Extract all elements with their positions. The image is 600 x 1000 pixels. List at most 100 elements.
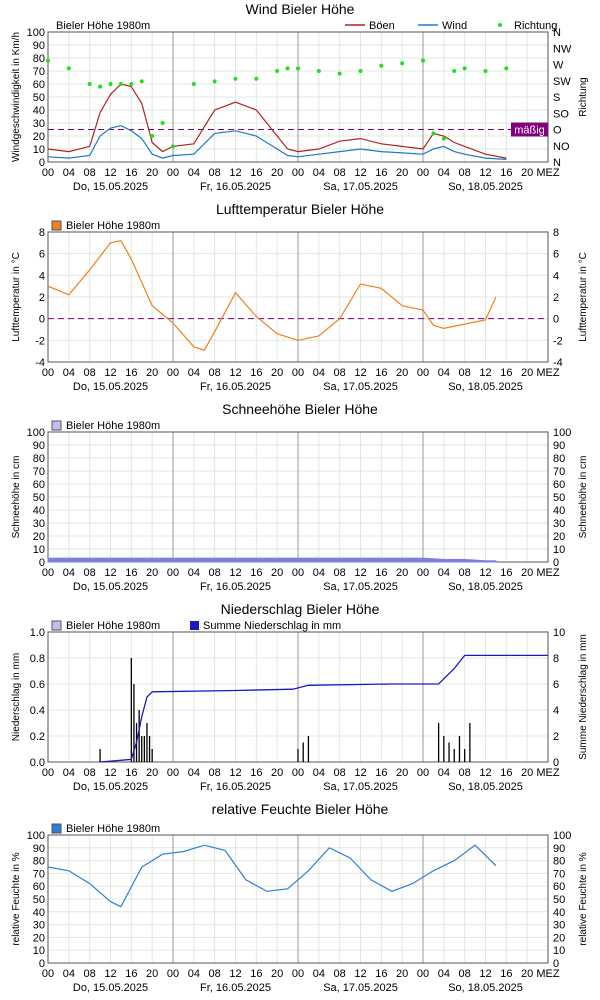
legend-swatch bbox=[51, 420, 62, 431]
y-tick-label-right: 80 bbox=[553, 453, 565, 465]
y-tick-label: 70 bbox=[33, 868, 45, 880]
y-tick-label: 50 bbox=[33, 894, 45, 906]
day-label: So, 18.05.2025 bbox=[448, 181, 523, 193]
y-tick-label-right: 2 bbox=[553, 292, 559, 304]
y-axis-label: Niederschlag in mm bbox=[11, 653, 22, 741]
y-tick-label: 30 bbox=[33, 118, 45, 130]
x-tick-label: 20 bbox=[271, 367, 283, 379]
x-tick-label: 00 bbox=[167, 767, 179, 779]
y-tick-label-right: 10 bbox=[553, 945, 565, 957]
x-tick-label: 08 bbox=[84, 367, 96, 379]
x-tick-label: 12 bbox=[229, 367, 241, 379]
y-tick-label: 0.6 bbox=[30, 679, 45, 691]
y-tick-label-right: 6 bbox=[553, 679, 559, 691]
legend-swatch bbox=[498, 23, 502, 27]
day-label: So, 18.05.2025 bbox=[448, 781, 523, 793]
y-axis-label-right: Richtung bbox=[578, 77, 589, 116]
y-tick-label-right: 50 bbox=[553, 492, 565, 504]
y-tick-label-right: 0 bbox=[553, 757, 559, 769]
x-tick-label: 20 bbox=[271, 567, 283, 579]
y-tick-label: 10 bbox=[33, 945, 45, 957]
y-tick-label: 80 bbox=[33, 53, 45, 65]
x-tick-label: 20 bbox=[521, 968, 533, 980]
x-tick-label: 16 bbox=[250, 567, 262, 579]
x-tick-label: 12 bbox=[229, 567, 241, 579]
x-tick-label: 04 bbox=[63, 367, 75, 379]
day-label: Do, 15.05.2025 bbox=[73, 781, 148, 793]
x-tick-label: 00 bbox=[417, 567, 429, 579]
direction-point bbox=[150, 134, 155, 138]
day-label: Sa, 17.05.2025 bbox=[323, 581, 398, 593]
y-axis-label-right: Summe Niederschlag in mm bbox=[578, 634, 589, 760]
x-tick-label: 00 bbox=[292, 167, 304, 179]
x-tick-label: 00 bbox=[292, 968, 304, 980]
x-tick-label: 04 bbox=[313, 167, 325, 179]
x-tick-label: 16 bbox=[500, 567, 512, 579]
legend-swatch bbox=[190, 621, 199, 630]
direction-tick-label: NW bbox=[553, 43, 572, 55]
y-tick-label-right: 100 bbox=[553, 427, 571, 439]
x-tick-label: 12 bbox=[229, 968, 241, 980]
direction-point bbox=[118, 82, 123, 86]
direction-point bbox=[46, 58, 50, 63]
x-tick-label: 12 bbox=[479, 567, 491, 579]
x-tick-label: 00 bbox=[292, 567, 304, 579]
y-tick-label-right: 90 bbox=[553, 440, 565, 452]
y-axis-label-right: relative Feuchte in % bbox=[578, 852, 589, 945]
x-tick-label: 16 bbox=[500, 167, 512, 179]
x-tick-label: 20 bbox=[146, 968, 158, 980]
chart-title: relative Feuchte Bieler Höhe bbox=[212, 801, 389, 817]
day-label: Sa, 17.05.2025 bbox=[323, 781, 398, 793]
x-tick-label: 16 bbox=[250, 167, 262, 179]
y-tick-label-right: 20 bbox=[553, 932, 565, 944]
humidity-chart: relative Feuchte Bieler Höhe010203040506… bbox=[11, 801, 589, 994]
y-axis-label-right: Lufttemperatur in °C bbox=[578, 252, 589, 342]
direction-point bbox=[421, 58, 425, 63]
x-tick-label: 20 bbox=[146, 167, 158, 179]
x-tick-label: 04 bbox=[63, 567, 75, 579]
y-tick-label: 90 bbox=[33, 440, 45, 452]
x-tick-label: 04 bbox=[63, 968, 75, 980]
x-tick-label: 00 bbox=[292, 367, 304, 379]
x-tick-label: 16 bbox=[500, 767, 512, 779]
y-tick-label-right: -2 bbox=[553, 335, 563, 347]
chart-title: Schneehöhe Bieler Höhe bbox=[222, 401, 378, 417]
y-tick-label-right: 10 bbox=[553, 544, 565, 556]
y-tick-label-right: 20 bbox=[553, 531, 565, 543]
x-tick-label: 04 bbox=[188, 167, 200, 179]
y-tick-label: 0 bbox=[39, 557, 45, 569]
x-tick-label: 00 bbox=[292, 767, 304, 779]
legend-label: Wind bbox=[442, 20, 467, 32]
x-tick-label: 04 bbox=[313, 367, 325, 379]
y-tick-label: 0.8 bbox=[30, 653, 45, 665]
x-tick-label: 20 bbox=[396, 567, 408, 579]
chart-title: Lufttemperatur Bieler Höhe bbox=[216, 201, 384, 217]
x-tick-label: 16 bbox=[375, 167, 387, 179]
y-axis-label: Schneehöhe in cm bbox=[11, 456, 22, 539]
x-tick-label: 20 bbox=[521, 367, 533, 379]
y-tick-label: 10 bbox=[33, 544, 45, 556]
y-tick-label: 0.0 bbox=[30, 757, 45, 769]
x-tick-label: 12 bbox=[479, 167, 491, 179]
y-tick-label-right: 60 bbox=[553, 881, 565, 893]
y-tick-label-right: 10 bbox=[553, 627, 565, 639]
y-tick-label-right: 8 bbox=[553, 653, 559, 665]
y-tick-label: 0.2 bbox=[30, 731, 45, 743]
y-tick-label-right: 50 bbox=[553, 894, 565, 906]
y-tick-label: 60 bbox=[33, 79, 45, 91]
x-tick-label: 00 bbox=[42, 567, 54, 579]
x-tick-label: 04 bbox=[438, 968, 450, 980]
x-tick-label: 08 bbox=[209, 968, 221, 980]
day-label: Sa, 17.05.2025 bbox=[323, 381, 398, 393]
x-tick-label: 20 bbox=[396, 367, 408, 379]
x-tick-label: 20 bbox=[271, 767, 283, 779]
y-tick-label-right: 70 bbox=[553, 466, 565, 478]
x-tick-label: 00 bbox=[417, 367, 429, 379]
day-label: Do, 15.05.2025 bbox=[73, 381, 148, 393]
x-tick-label: 20 bbox=[271, 968, 283, 980]
station-label: Bieler Höhe 1980m bbox=[56, 20, 150, 32]
direction-point bbox=[129, 82, 134, 86]
y-tick-label: 40 bbox=[33, 505, 45, 517]
y-tick-label-right: 60 bbox=[553, 479, 565, 491]
